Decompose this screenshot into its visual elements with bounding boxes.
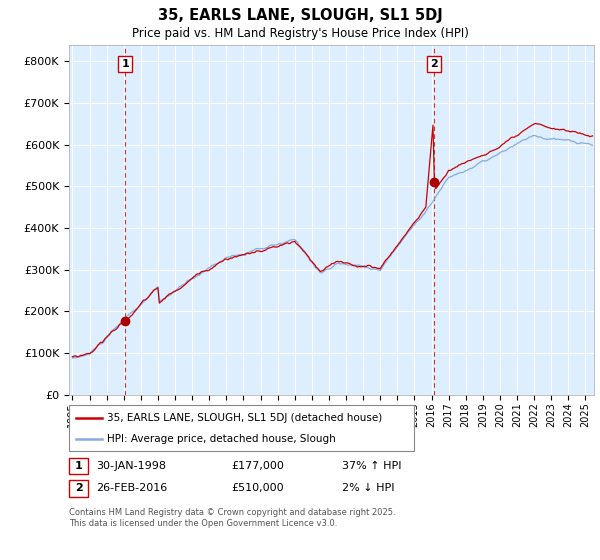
Text: £177,000: £177,000 (231, 461, 284, 471)
Text: 37% ↑ HPI: 37% ↑ HPI (342, 461, 401, 471)
Text: 35, EARLS LANE, SLOUGH, SL1 5DJ: 35, EARLS LANE, SLOUGH, SL1 5DJ (158, 8, 442, 24)
Text: £510,000: £510,000 (231, 483, 284, 493)
Text: 26-FEB-2016: 26-FEB-2016 (96, 483, 167, 493)
Text: 2: 2 (75, 483, 82, 493)
Text: 35, EARLS LANE, SLOUGH, SL1 5DJ (detached house): 35, EARLS LANE, SLOUGH, SL1 5DJ (detache… (107, 413, 382, 423)
Text: Contains HM Land Registry data © Crown copyright and database right 2025.
This d: Contains HM Land Registry data © Crown c… (69, 508, 395, 528)
Text: HPI: Average price, detached house, Slough: HPI: Average price, detached house, Slou… (107, 435, 335, 444)
Text: 1: 1 (75, 461, 82, 471)
Text: 2: 2 (430, 59, 438, 69)
Text: 1: 1 (121, 59, 129, 69)
Text: 2% ↓ HPI: 2% ↓ HPI (342, 483, 395, 493)
Text: 30-JAN-1998: 30-JAN-1998 (96, 461, 166, 471)
Text: Price paid vs. HM Land Registry's House Price Index (HPI): Price paid vs. HM Land Registry's House … (131, 27, 469, 40)
